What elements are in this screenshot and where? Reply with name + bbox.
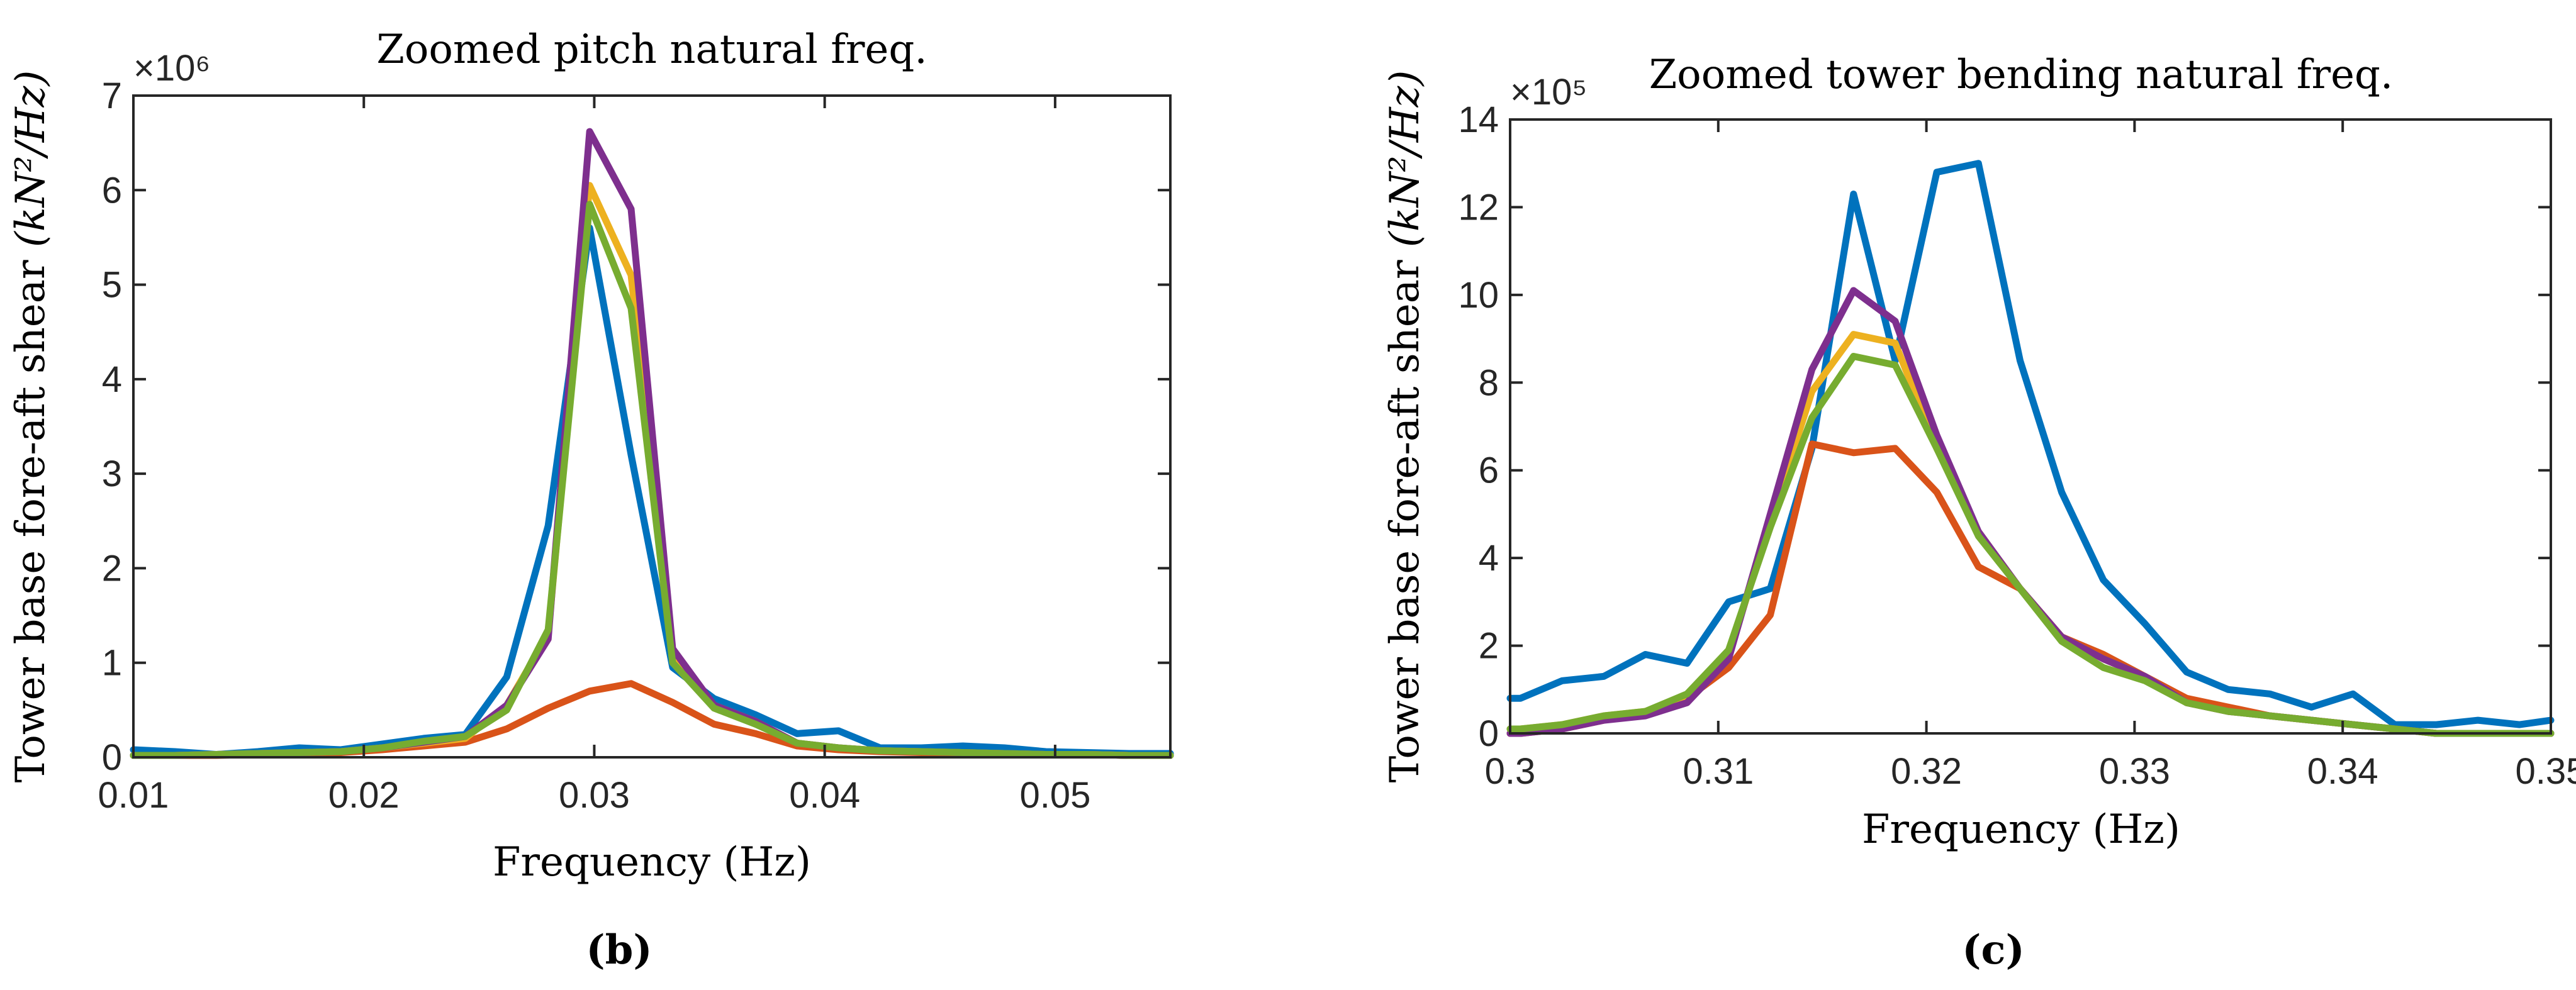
- panel-caption: (b): [586, 926, 652, 974]
- y-tick-label: 1: [102, 643, 122, 684]
- axes-layer: [1509, 118, 2552, 735]
- y-tick-label: 0: [1479, 713, 1499, 754]
- x-tick-label: 0.01: [98, 775, 169, 816]
- y-tick-label: 6: [1479, 450, 1499, 491]
- x-tick-label: 0.3: [1485, 751, 1536, 792]
- plot-area: [1510, 120, 2551, 733]
- chart-title: Zoomed pitch natural freq.: [376, 26, 927, 73]
- x-tick-label: 0.34: [2307, 751, 2378, 792]
- y-ticks: 0 1 2 3 4 5 6 7: [102, 75, 1170, 778]
- y-tick-label: 8: [1479, 362, 1499, 403]
- axes-box: [132, 94, 1172, 759]
- axes-box: [1509, 118, 2552, 735]
- y-axis-label: Tower base fore-aft shear (kN²/Hz): [1382, 70, 1428, 783]
- y-tick-label: 0: [102, 737, 122, 778]
- axes-layer: [132, 94, 1172, 759]
- y-axis-label-unit: (kN²/Hz): [1382, 70, 1428, 247]
- series-line-1: [1506, 160, 2555, 728]
- x-tick-label: 0.32: [1891, 751, 1962, 792]
- x-tick-label: 0.02: [328, 775, 400, 816]
- panel-caption: (c): [1962, 926, 2025, 974]
- y-axis-label-unit: (kN²/Hz): [8, 70, 54, 247]
- y-exponent-label: ×10⁶: [133, 48, 210, 89]
- x-tick-label: 0.04: [789, 775, 860, 816]
- x-tick-label: 0.05: [1019, 775, 1090, 816]
- y-axis-label-text: Tower base fore-aft shear: [8, 247, 54, 782]
- x-tick-label: 0.33: [2099, 751, 2170, 792]
- series-line-5: [1506, 353, 2555, 737]
- y-axis-label-text: Tower base fore-aft shear: [1382, 247, 1428, 782]
- y-tick-label: 10: [1458, 275, 1499, 316]
- chart-title: Zoomed tower bending natural freq.: [1649, 52, 2394, 98]
- y-tick-label: 4: [1479, 538, 1499, 579]
- panel-c-chart: 0.3 0.31 0.32 0.33 0.34 0.35 0 2 4 6 8 10 12 14 Zoom…: [1382, 52, 2576, 974]
- series-layer: [1506, 160, 2555, 737]
- series-line-5: [130, 201, 1174, 759]
- series-line-1: [130, 224, 1174, 758]
- y-tick-label: 5: [102, 265, 122, 306]
- y-exponent-label: ×10⁵: [1510, 72, 1587, 113]
- x-ticks: 0.01 0.02 0.03 0.04 0.05: [98, 96, 1090, 816]
- x-axis-label: Frequency (Hz): [493, 839, 811, 886]
- x-ticks: 0.3 0.31 0.32 0.33 0.34 0.35: [1485, 120, 2576, 792]
- y-tick-label: 2: [1479, 626, 1499, 667]
- series-layer: [130, 128, 1174, 759]
- y-tick-label: 14: [1458, 99, 1499, 140]
- y-axis-label: Tower base fore-aft shear (kN²/Hz): [8, 70, 54, 783]
- y-tick-label: 4: [102, 359, 122, 400]
- x-tick-label: 0.03: [559, 775, 630, 816]
- y-tick-label: 6: [102, 170, 122, 211]
- y-tick-label: 7: [102, 75, 122, 116]
- y-tick-label: 12: [1458, 187, 1499, 228]
- x-axis-label: Frequency (Hz): [1862, 806, 2180, 853]
- x-tick-label: 0.35: [2516, 751, 2576, 792]
- x-tick-label: 0.31: [1683, 751, 1754, 792]
- y-tick-label: 2: [102, 548, 122, 589]
- y-ticks: 0 2 4 6 8 10 12 14: [1458, 99, 2551, 754]
- y-tick-label: 3: [102, 453, 122, 494]
- panel-b-chart: 0.01 0.02 0.03 0.04 0.05 0 1 2 3 4 5 6 7 Zoomed pit…: [8, 26, 1174, 974]
